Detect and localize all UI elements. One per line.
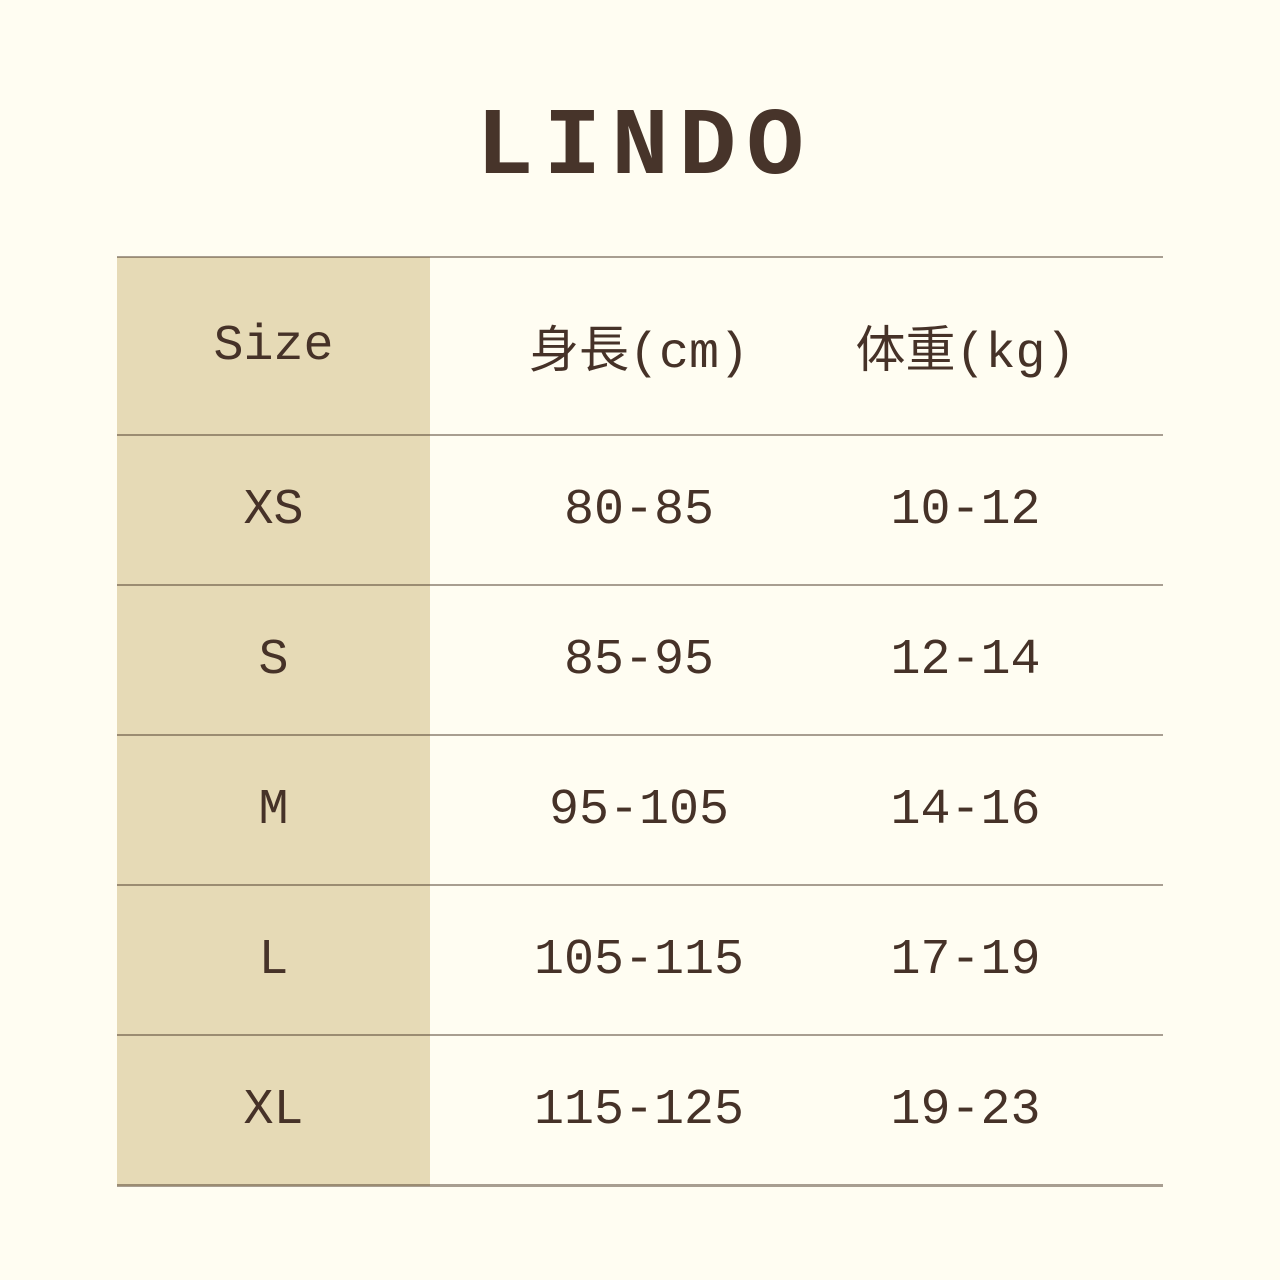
height-cell: 95-105 (430, 735, 848, 886)
height-cell: 85-95 (430, 585, 848, 736)
size-cell: S (117, 585, 430, 736)
column-header-weight: 体重(kg) (848, 257, 1163, 436)
weight-cell: 17-19 (848, 885, 1163, 1036)
table-row-l: L 105-115 17-19 (117, 885, 1163, 1036)
column-header-height: 身長(cm) (430, 257, 848, 436)
weight-cell: 10-12 (848, 435, 1163, 586)
size-cell: M (117, 735, 430, 886)
height-cell: 115-125 (430, 1035, 848, 1187)
weight-cell: 12-14 (848, 585, 1163, 736)
height-cell: 80-85 (430, 435, 848, 586)
table-row-m: M 95-105 14-16 (117, 735, 1163, 886)
height-cell: 105-115 (430, 885, 848, 1036)
header-row: Size 身長(cm) 体重(kg) (117, 257, 1163, 436)
size-cell: L (117, 885, 430, 1036)
weight-cell: 14-16 (848, 735, 1163, 886)
weight-cell: 19-23 (848, 1035, 1163, 1187)
table-row-xs: XS 80-85 10-12 (117, 435, 1163, 586)
table-row-s: S 85-95 12-14 (117, 585, 1163, 736)
column-header-size: Size (117, 257, 430, 436)
size-cell: XL (117, 1035, 430, 1187)
size-cell: XS (117, 435, 430, 586)
brand-title: LINDO (475, 93, 815, 202)
size-chart-table: Size 身長(cm) 体重(kg) XS 80-85 10-12 S 85-9… (117, 256, 1163, 1187)
table-row-xl: XL 115-125 19-23 (117, 1035, 1163, 1187)
